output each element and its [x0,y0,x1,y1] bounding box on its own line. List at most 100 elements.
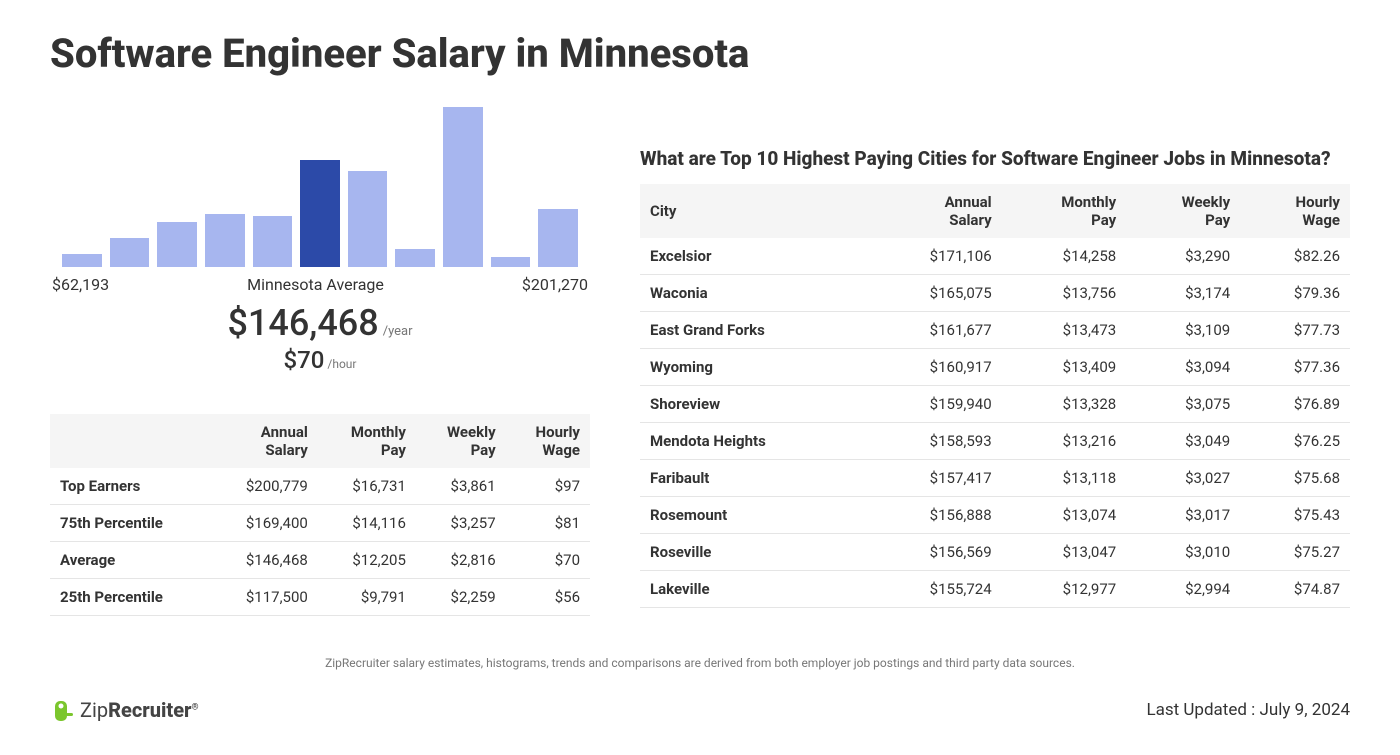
cell-value: $76.89 [1240,386,1350,423]
city-name: Lakeville [640,571,866,608]
cities-col-header: MonthlyPay [1002,184,1127,238]
cell-value: $75.68 [1240,460,1350,497]
cell-value: $3,075 [1126,386,1240,423]
cell-value: $146,468 [211,542,318,579]
histogram-bar [348,171,388,267]
row-label: 25th Percentile [50,579,211,616]
table-row: 25th Percentile$117,500$9,791$2,259$56 [50,579,590,616]
city-name: Wyoming [640,349,866,386]
histogram-bar [62,254,102,267]
logo-text-zip: Zip [80,698,108,722]
cell-value: $3,290 [1126,238,1240,275]
histogram-bar [157,222,197,267]
cell-value: $56 [506,579,590,616]
percentiles-table: AnnualSalaryMonthlyPayWeeklyPayHourlyWag… [50,414,590,616]
cell-value: $161,677 [866,312,1002,349]
table-row: Roseville$156,569$13,047$3,010$75.27 [640,534,1350,571]
histogram-bar [253,216,293,267]
cell-value: $3,094 [1126,349,1240,386]
histogram-bar [443,107,483,267]
cell-value: $77.73 [1240,312,1350,349]
disclaimer-text: ZipRecruiter salary estimates, histogram… [50,656,1350,670]
cell-value: $158,593 [866,423,1002,460]
cell-value: $9,791 [318,579,416,616]
histogram-bar [538,209,578,267]
table-row: Rosemount$156,888$13,074$3,017$75.43 [640,497,1350,534]
cell-value: $3,017 [1126,497,1240,534]
average-annual-unit: /year [383,324,413,339]
histogram-bar [110,238,150,267]
percentiles-col-header: HourlyWage [506,414,590,468]
city-name: Roseville [640,534,866,571]
cell-value: $82.26 [1240,238,1350,275]
cell-value: $76.25 [1240,423,1350,460]
percentiles-col-header: AnnualSalary [211,414,318,468]
row-label: Top Earners [50,468,211,505]
logo-text-recruiter: Recruiter [108,698,191,722]
table-row: Mendota Heights$158,593$13,216$3,049$76.… [640,423,1350,460]
city-name: Faribault [640,460,866,497]
salary-histogram [50,107,590,267]
cell-value: $200,779 [211,468,318,505]
cell-value: $3,257 [416,505,506,542]
table-row: Excelsior$171,106$14,258$3,290$82.26 [640,238,1350,275]
cell-value: $3,049 [1126,423,1240,460]
cell-value: $16,731 [318,468,416,505]
cities-heading: What are Top 10 Highest Paying Cities fo… [640,147,1350,170]
cell-value: $13,216 [1002,423,1127,460]
cell-value: $13,118 [1002,460,1127,497]
cities-col-header: AnnualSalary [866,184,1002,238]
city-name: Rosemount [640,497,866,534]
cell-value: $3,861 [416,468,506,505]
ziprecruiter-logo: ZipRecruiter® [50,695,199,725]
average-hourly-unit: /hour [327,357,356,371]
city-name: Mendota Heights [640,423,866,460]
table-row: Wyoming$160,917$13,409$3,094$77.36 [640,349,1350,386]
average-annual-value: $146,468 [227,302,378,344]
table-row: Top Earners$200,779$16,731$3,861$97 [50,468,590,505]
cell-value: $13,473 [1002,312,1127,349]
cell-value: $75.43 [1240,497,1350,534]
table-row: 75th Percentile$169,400$14,116$3,257$81 [50,505,590,542]
city-name: East Grand Forks [640,312,866,349]
cell-value: $13,328 [1002,386,1127,423]
cell-value: $3,010 [1126,534,1240,571]
percentiles-col-header: WeeklyPay [416,414,506,468]
cell-value: $97 [506,468,590,505]
last-updated: Last Updated : July 9, 2024 [1146,700,1350,720]
cell-value: $77.36 [1240,349,1350,386]
cell-value: $157,417 [866,460,1002,497]
cell-value: $160,917 [866,349,1002,386]
row-label: 75th Percentile [50,505,211,542]
table-row: Faribault$157,417$13,118$3,027$75.68 [640,460,1350,497]
cell-value: $171,106 [866,238,1002,275]
cell-value: $12,205 [318,542,416,579]
cell-value: $14,258 [1002,238,1127,275]
cell-value: $79.36 [1240,275,1350,312]
cell-value: $12,977 [1002,571,1127,608]
histogram-bar [491,257,531,267]
cell-value: $13,047 [1002,534,1127,571]
histogram-bar [300,160,340,267]
table-row: Shoreview$159,940$13,328$3,075$76.89 [640,386,1350,423]
cell-value: $165,075 [866,275,1002,312]
city-name: Shoreview [640,386,866,423]
cell-value: $156,888 [866,497,1002,534]
cell-value: $13,074 [1002,497,1127,534]
table-row: Lakeville$155,724$12,977$2,994$74.87 [640,571,1350,608]
cell-value: $75.27 [1240,534,1350,571]
cell-value: $159,940 [866,386,1002,423]
cell-value: $13,756 [1002,275,1127,312]
histogram-bar [395,249,435,267]
cell-value: $155,724 [866,571,1002,608]
histogram-center-label: Minnesota Average [247,275,384,294]
cell-value: $13,409 [1002,349,1127,386]
average-hourly-value: $70 [283,346,324,374]
cities-col-header: City [640,184,866,238]
cell-value: $81 [506,505,590,542]
cell-value: $2,259 [416,579,506,616]
ziprecruiter-logo-icon [50,695,76,725]
cell-value: $2,994 [1126,571,1240,608]
cell-value: $14,116 [318,505,416,542]
histogram-bar [205,214,245,267]
